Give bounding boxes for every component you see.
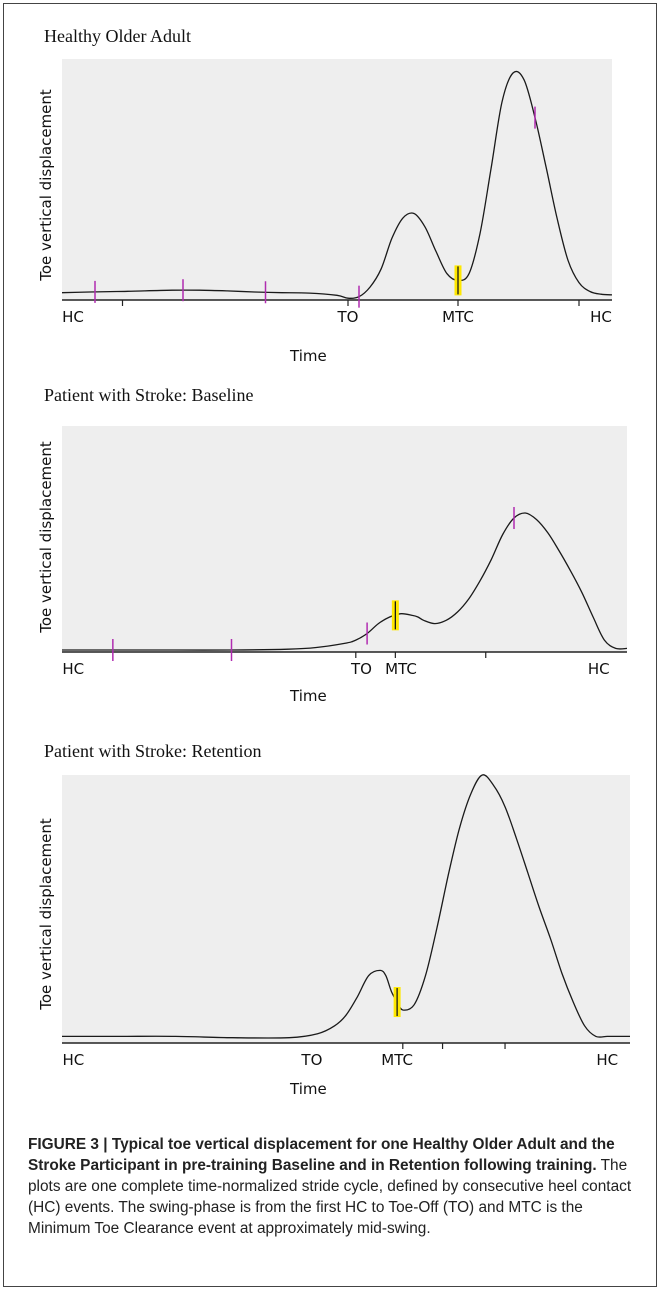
panel-2-x-axis-label: Time <box>290 687 327 705</box>
panel-1-x-axis-label: Time <box>290 347 327 365</box>
caption-lead: FIGURE 3 | Typical toe vertical displace… <box>28 1136 615 1174</box>
panel-1-y-axis-label: Toe vertical displacement <box>37 89 55 281</box>
panel-2-y-axis-label: Toe vertical displacement <box>37 441 55 633</box>
caption-body: The plots are one complete time-normaliz… <box>28 1157 632 1237</box>
panel-3-x-axis-label: Time <box>290 1080 327 1098</box>
panel-2-title: Patient with Stroke: Baseline <box>44 385 254 405</box>
panel-3-y-axis-label: Toe vertical displacement <box>37 818 55 1010</box>
figure-caption: FIGURE 3 | Typical toe vertical displace… <box>28 1134 648 1239</box>
panel-3-title: Patient with Stroke: Retention <box>44 741 262 761</box>
panel-1-title: Healthy Older Adult <box>44 26 191 46</box>
figure-frame <box>3 3 657 1287</box>
